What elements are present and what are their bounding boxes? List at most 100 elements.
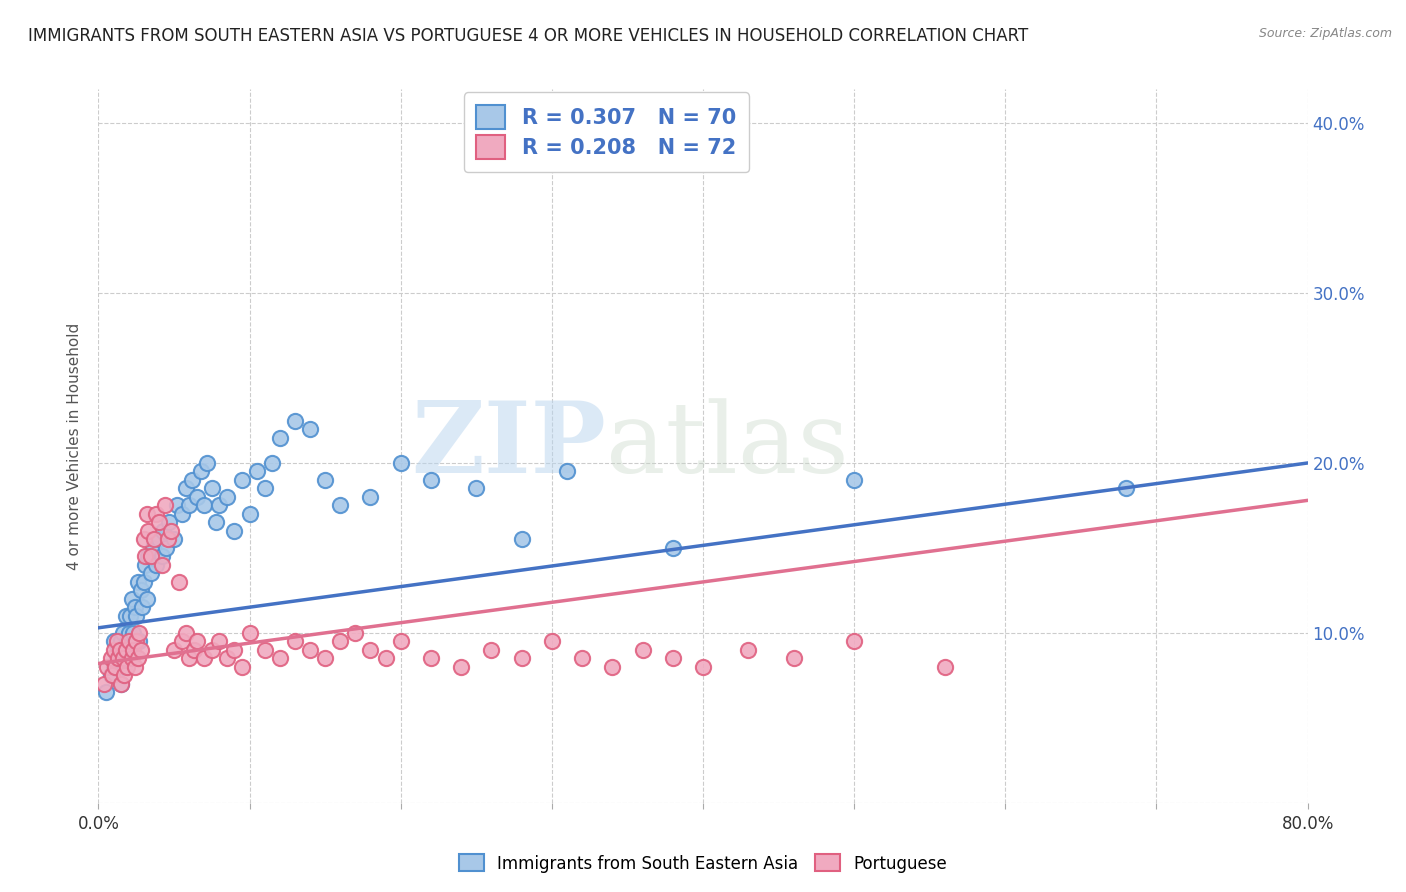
Point: [115, 660, 138, 674]
Point: [103, 660, 125, 674]
Point: [93, 677, 115, 691]
Point: [103, 634, 125, 648]
Point: [360, 643, 382, 657]
Point: [128, 634, 150, 648]
Point: [201, 482, 224, 496]
Point: [124, 600, 146, 615]
Point: [163, 533, 186, 547]
Point: [150, 549, 173, 564]
Point: [150, 558, 173, 572]
Point: [555, 465, 578, 479]
Point: [934, 660, 956, 674]
Point: [145, 558, 167, 572]
Point: [389, 634, 412, 648]
Point: [129, 583, 152, 598]
Point: [174, 482, 197, 496]
Point: [299, 422, 322, 436]
Point: [420, 651, 443, 665]
Point: [602, 660, 624, 674]
Point: [450, 660, 472, 674]
Point: [100, 651, 122, 665]
Point: [329, 499, 352, 513]
Point: [193, 651, 215, 665]
Point: [159, 516, 181, 530]
Point: [135, 507, 157, 521]
Point: [179, 651, 201, 665]
Point: [96, 660, 118, 674]
Point: [152, 524, 174, 538]
Point: [174, 626, 197, 640]
Point: [737, 643, 759, 657]
Point: [111, 626, 134, 640]
Point: [224, 524, 246, 538]
Point: [215, 490, 238, 504]
Y-axis label: 4 or more Vehicles in Household: 4 or more Vehicles in Household: [67, 322, 83, 570]
Point: [193, 499, 215, 513]
Point: [344, 626, 367, 640]
Point: [661, 651, 683, 665]
Point: [262, 456, 284, 470]
Point: [510, 533, 533, 547]
Point: [112, 668, 135, 682]
Point: [540, 634, 562, 648]
Point: [374, 651, 396, 665]
Point: [122, 626, 145, 640]
Point: [844, 634, 866, 648]
Point: [105, 634, 128, 648]
Point: [239, 507, 262, 521]
Point: [127, 651, 149, 665]
Point: [153, 499, 176, 513]
Point: [120, 608, 142, 623]
Point: [179, 499, 201, 513]
Point: [134, 549, 156, 564]
Point: [141, 566, 163, 581]
Point: [107, 643, 129, 657]
Point: [122, 643, 145, 657]
Point: [481, 643, 503, 657]
Point: [195, 456, 218, 470]
Point: [783, 651, 806, 665]
Point: [208, 499, 231, 513]
Point: [253, 643, 276, 657]
Point: [125, 634, 148, 648]
Point: [107, 651, 129, 665]
Point: [246, 465, 269, 479]
Point: [155, 541, 177, 555]
Point: [314, 473, 336, 487]
Point: [186, 634, 208, 648]
Point: [110, 677, 132, 691]
Point: [142, 541, 165, 555]
Point: [360, 490, 382, 504]
Point: [420, 473, 443, 487]
Point: [110, 634, 132, 648]
Point: [215, 651, 238, 665]
Point: [186, 490, 208, 504]
Text: Source: ZipAtlas.com: Source: ZipAtlas.com: [1258, 27, 1392, 40]
Point: [101, 668, 124, 682]
Point: [148, 533, 170, 547]
Point: [167, 574, 190, 589]
Point: [231, 660, 253, 674]
Point: [143, 533, 166, 547]
Point: [134, 558, 156, 572]
Text: atlas: atlas: [606, 398, 849, 494]
Point: [201, 643, 224, 657]
Point: [128, 626, 150, 640]
Text: IMMIGRANTS FROM SOUTH EASTERN ASIA VS PORTUGUESE 4 OR MORE VEHICLES IN HOUSEHOLD: IMMIGRANTS FROM SOUTH EASTERN ASIA VS PO…: [28, 27, 1028, 45]
Point: [253, 482, 276, 496]
Point: [329, 634, 352, 648]
Point: [132, 533, 155, 547]
Point: [114, 608, 136, 623]
Point: [108, 643, 131, 657]
Point: [124, 660, 146, 674]
Point: [103, 643, 125, 657]
Point: [156, 533, 179, 547]
Point: [269, 430, 291, 444]
Point: [284, 634, 307, 648]
Point: [571, 651, 593, 665]
Point: [231, 473, 253, 487]
Point: [114, 643, 136, 657]
Point: [692, 660, 714, 674]
Point: [170, 634, 193, 648]
Point: [141, 549, 163, 564]
